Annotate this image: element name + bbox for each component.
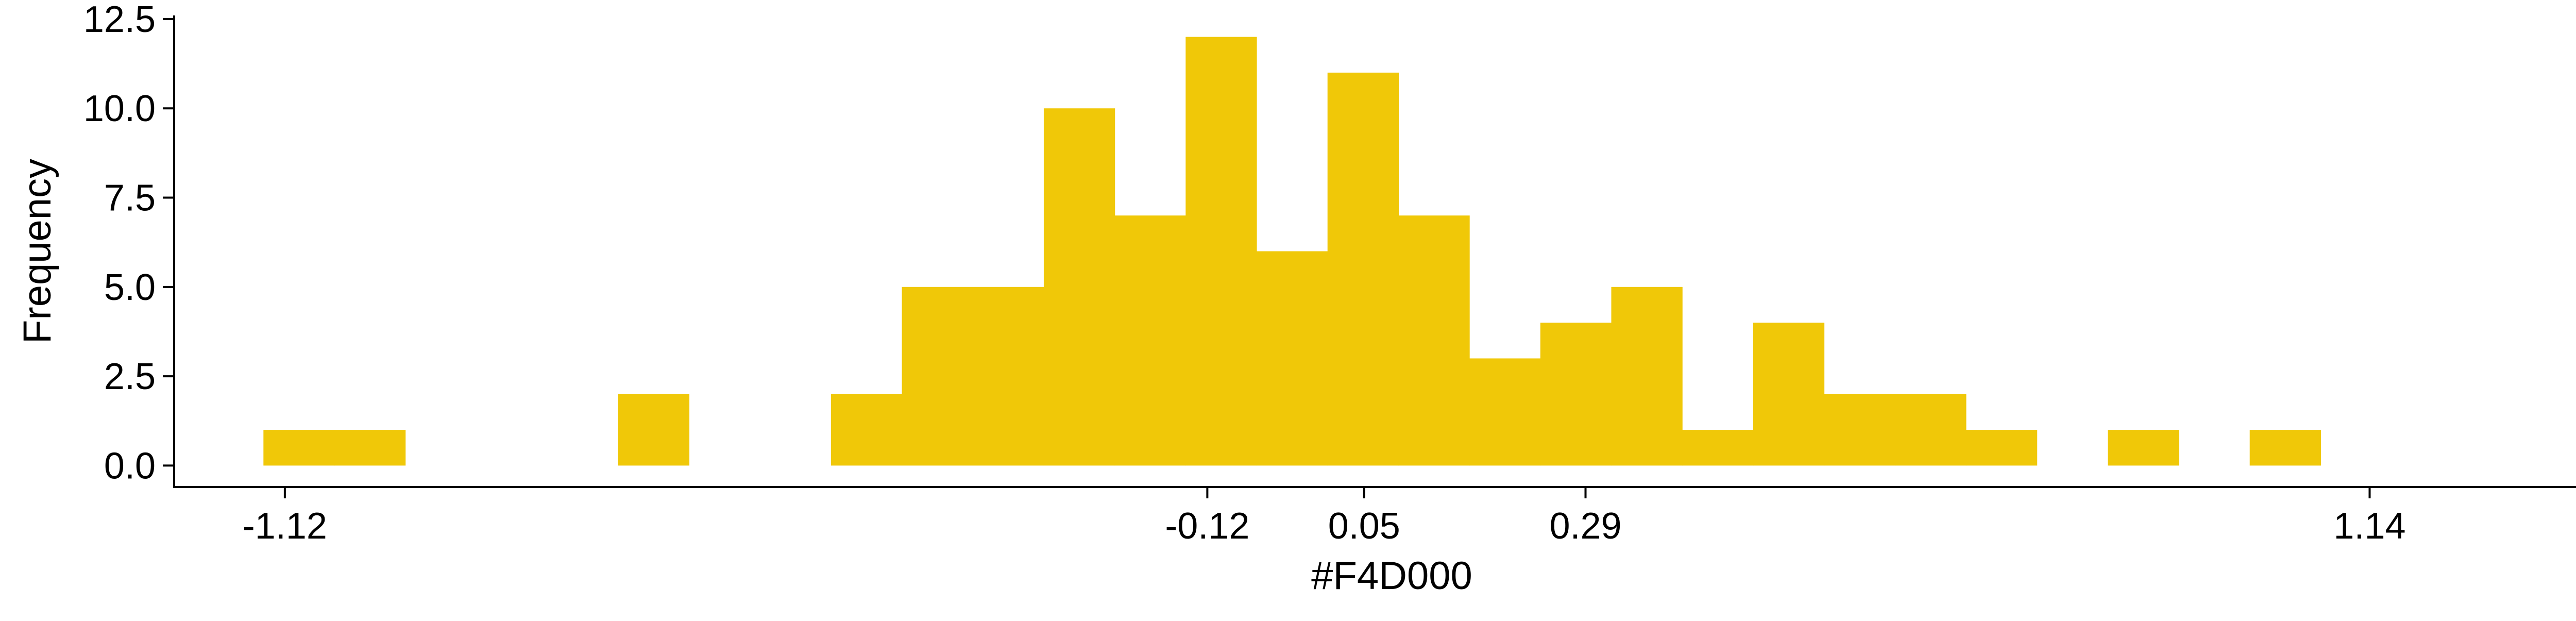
histogram-bar [1327, 72, 1399, 466]
histogram-bar [831, 394, 903, 466]
histogram-bar [263, 430, 335, 466]
histogram-bar [1611, 287, 1683, 466]
x-tick-label: 1.14 [2333, 506, 2405, 547]
histogram-bar [1398, 215, 1470, 466]
x-ticks-layer: -1.12 -0.12 0.05 0.29 1.14 [243, 487, 2406, 547]
histogram-bar [1257, 251, 1328, 466]
histogram-bar [1824, 394, 1895, 466]
histogram-bar [1114, 215, 1186, 466]
histogram-bar [2108, 430, 2179, 466]
bars-layer [263, 37, 2321, 466]
x-tick-label: -0.12 [1165, 506, 1249, 547]
y-tick-label: 2.5 [104, 356, 156, 397]
histogram-bar [1682, 430, 1754, 466]
y-axis-title: Frequency [15, 159, 59, 344]
histogram-bar [1185, 37, 1257, 466]
histogram-bar [1895, 394, 1967, 466]
x-tick-label: -1.12 [243, 506, 327, 547]
x-tick-label: 0.29 [1549, 506, 1621, 547]
x-axis-title: #F4D000 [1311, 554, 1472, 598]
histogram-bar [1540, 323, 1612, 466]
histogram-bar [618, 394, 690, 466]
y-tick-label: 12.5 [83, 0, 156, 40]
histogram-bar [973, 287, 1044, 466]
x-tick-label: 0.05 [1328, 506, 1400, 547]
histogram-bar [334, 430, 406, 466]
histogram-bar [1043, 108, 1115, 466]
y-tick-label: 0.0 [104, 445, 156, 486]
histogram-bar [1469, 358, 1541, 466]
histogram-bar [902, 287, 973, 466]
y-tick-label: 7.5 [104, 178, 156, 219]
histogram-bar [1753, 323, 1825, 466]
y-tick-label: 5.0 [104, 267, 156, 308]
histogram-bar [1965, 430, 2038, 466]
histogram-bar [2249, 430, 2321, 466]
y-ticks-layer: 0.0 2.5 5.0 7.5 10.0 12.5 [83, 0, 174, 486]
y-tick-label: 10.0 [83, 88, 156, 129]
